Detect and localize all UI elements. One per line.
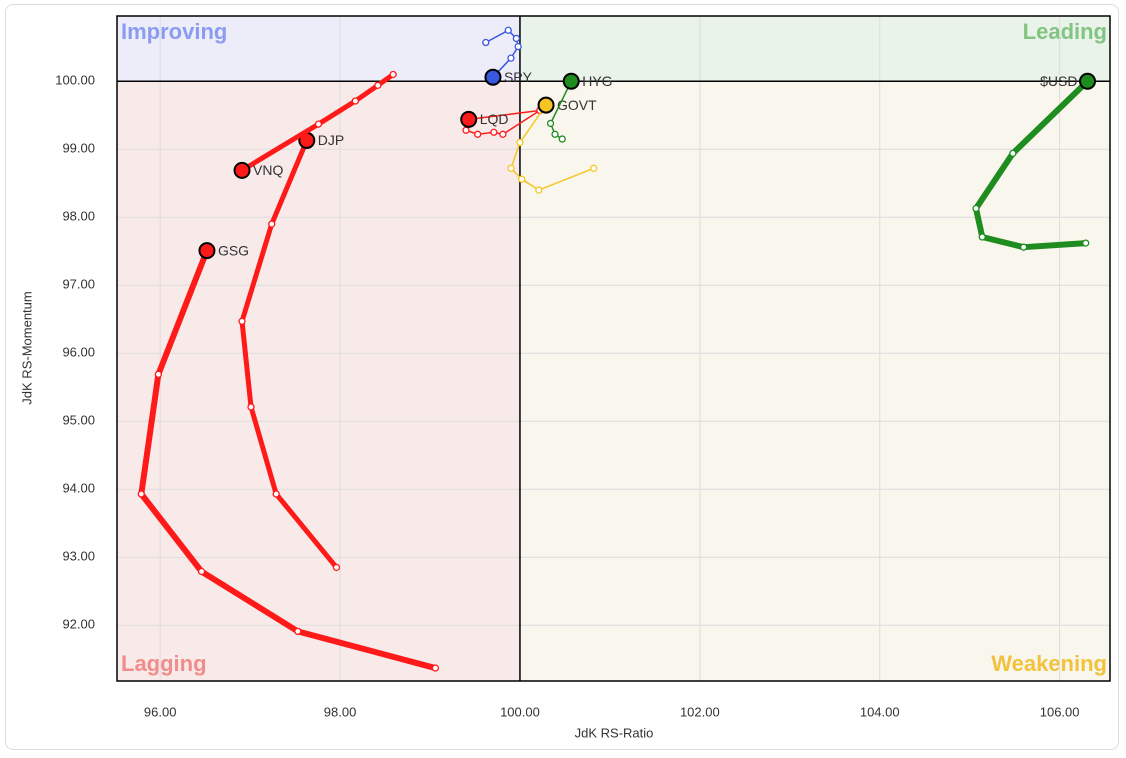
trail-point bbox=[154, 370, 163, 378]
trail-point bbox=[499, 130, 507, 138]
trail-point bbox=[514, 42, 522, 51]
trail-point bbox=[374, 81, 382, 90]
trail-point bbox=[518, 175, 526, 183]
series-label: HYG bbox=[582, 73, 612, 89]
trail-point bbox=[474, 130, 482, 138]
chart-card bbox=[5, 4, 1119, 750]
y-tick-label: 94.00 bbox=[62, 481, 95, 496]
trail-line bbox=[972, 78, 1091, 251]
trail-line bbox=[138, 247, 439, 672]
trail-point bbox=[516, 138, 524, 147]
series-label: $USD bbox=[1040, 73, 1077, 89]
quadrant-label: Lagging bbox=[121, 651, 207, 676]
x-tick-label: 106.00 bbox=[1040, 704, 1080, 719]
trail-point bbox=[351, 97, 360, 105]
quadrant-label: Weakening bbox=[991, 651, 1107, 676]
x-tick-label: 98.00 bbox=[324, 704, 357, 719]
quadrant-label: Improving bbox=[121, 19, 227, 44]
y-tick-label: 100.00 bbox=[55, 73, 95, 88]
trail-line bbox=[485, 29, 519, 78]
y-axis-title: JdK RS-Momentum bbox=[19, 291, 34, 404]
trail-line bbox=[549, 80, 572, 140]
quadrant bbox=[519, 16, 1110, 82]
trail-point bbox=[462, 126, 470, 134]
trail-point bbox=[431, 664, 440, 672]
trail-point bbox=[1009, 149, 1017, 158]
y-tick-label: 99.00 bbox=[62, 141, 95, 156]
trail-point bbox=[507, 54, 515, 62]
head-point bbox=[233, 161, 251, 179]
trail-point bbox=[247, 403, 255, 411]
series-label: GOVT bbox=[557, 97, 597, 113]
head-point bbox=[198, 242, 216, 260]
trail-point bbox=[137, 490, 145, 498]
trail-point bbox=[507, 164, 515, 172]
trail-point bbox=[332, 563, 341, 572]
plot-border bbox=[116, 15, 1111, 682]
trail-point bbox=[238, 317, 246, 325]
head-point bbox=[1079, 72, 1097, 90]
trail-point bbox=[546, 119, 555, 128]
trail-point bbox=[197, 567, 206, 576]
y-tick-label: 95.00 bbox=[62, 413, 95, 428]
y-tick-label: 97.00 bbox=[62, 277, 95, 292]
trail-point bbox=[272, 490, 280, 498]
x-tick-label: 96.00 bbox=[144, 704, 177, 719]
trail-point bbox=[512, 34, 521, 43]
head-point bbox=[460, 110, 478, 128]
trail-line bbox=[239, 137, 339, 570]
x-tick-label: 100.00 bbox=[500, 704, 540, 719]
trail-line bbox=[510, 104, 595, 191]
head-point bbox=[537, 96, 555, 114]
head-point bbox=[562, 72, 580, 90]
head-point bbox=[484, 68, 502, 86]
series-label: LQD bbox=[480, 111, 509, 127]
trail-point bbox=[1020, 243, 1028, 251]
trail-point bbox=[972, 204, 980, 213]
trail-point bbox=[558, 135, 566, 143]
trail-point bbox=[389, 70, 397, 79]
quadrant-label: Leading bbox=[1023, 19, 1107, 44]
y-tick-label: 96.00 bbox=[62, 345, 95, 360]
trail-point bbox=[490, 128, 498, 136]
trail-point bbox=[590, 164, 598, 172]
series-label: DJP bbox=[318, 132, 344, 148]
x-tick-label: 102.00 bbox=[680, 704, 720, 719]
trail-point bbox=[314, 120, 323, 128]
quadrant bbox=[117, 81, 520, 682]
quadrant bbox=[117, 16, 520, 82]
trail-point bbox=[294, 627, 302, 636]
trail-point bbox=[535, 186, 543, 194]
quadrant bbox=[519, 81, 1110, 682]
trail-point bbox=[978, 233, 986, 241]
trail-point bbox=[551, 130, 559, 138]
trail-point bbox=[1082, 239, 1090, 247]
x-tick-label: 104.00 bbox=[860, 704, 900, 719]
series-label: VNQ bbox=[253, 162, 283, 178]
series-label: GSG bbox=[218, 242, 249, 258]
x-axis-title: JdK RS-Ratio bbox=[575, 725, 654, 740]
y-tick-label: 92.00 bbox=[62, 617, 95, 632]
y-tick-label: 93.00 bbox=[62, 549, 95, 564]
series-label: SPY bbox=[504, 69, 533, 85]
trail-point bbox=[504, 26, 512, 34]
trail-point bbox=[268, 220, 276, 228]
y-tick-label: 98.00 bbox=[62, 209, 95, 224]
trail-point bbox=[482, 38, 490, 47]
